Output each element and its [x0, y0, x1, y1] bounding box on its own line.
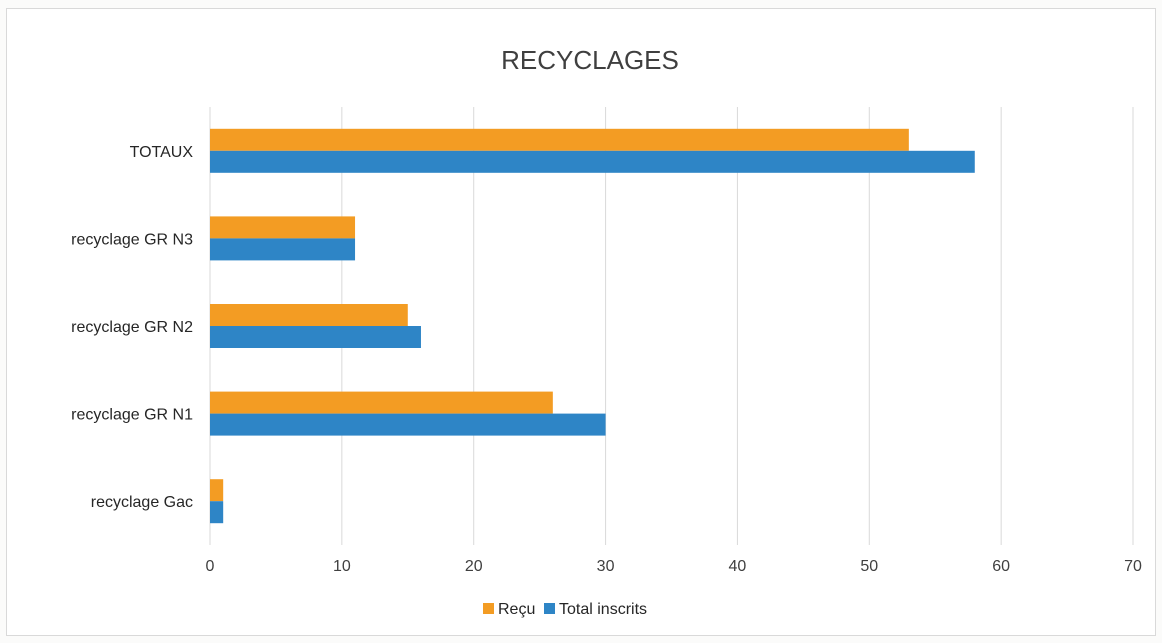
grid-layer: [209, 107, 1134, 545]
legend-swatch: [483, 603, 494, 614]
bar-total-inscrits: [210, 326, 421, 348]
legend: Reçu Total inscrits: [483, 601, 647, 618]
category-label: recyclage GR N1: [71, 407, 193, 424]
x-tick-label: 30: [597, 558, 615, 575]
category-label: TOTAUX: [130, 144, 194, 161]
x-tick-labels: 0 10 20 30 40 50 60 70: [206, 558, 1142, 575]
category-label: recyclage Gac: [91, 494, 193, 511]
bar-total-inscrits: [210, 413, 606, 436]
x-tick-label: 0: [206, 558, 215, 575]
x-tick-label: 10: [333, 558, 351, 575]
bar-recu: [210, 304, 408, 326]
x-tick-label: 50: [860, 558, 878, 575]
bar-recu: [210, 128, 909, 151]
chart-svg: RECYCLAGES TOTAUX recyclage GR N3 recyclag…: [71, 45, 1142, 618]
legend-swatch: [544, 603, 555, 614]
x-tick-label: 70: [1124, 558, 1142, 575]
category-labels: TOTAUX recyclage GR N3 recyclage GR N2 recy…: [71, 144, 193, 511]
x-tick-label: 20: [465, 558, 483, 575]
chart-frame: RECYCLAGES TOTAUX recyclage GR N3 recyclag…: [6, 8, 1156, 636]
bar-layer: [210, 128, 975, 524]
category-label: recyclage GR N3: [71, 231, 193, 248]
category-label: recyclage GR N2: [71, 319, 193, 336]
x-tick-label: 60: [992, 558, 1010, 575]
bar-total-inscrits: [210, 238, 356, 261]
bar-recu: [210, 216, 356, 239]
bar-total-inscrits: [210, 501, 224, 524]
bar-recu: [210, 479, 224, 502]
chart-title: RECYCLAGES: [501, 45, 679, 75]
bar-recu: [210, 391, 553, 414]
legend-label: Total inscrits: [559, 601, 647, 618]
bar-total-inscrits: [210, 150, 975, 173]
legend-label: Reçu: [498, 601, 535, 618]
x-tick-label: 40: [729, 558, 747, 575]
